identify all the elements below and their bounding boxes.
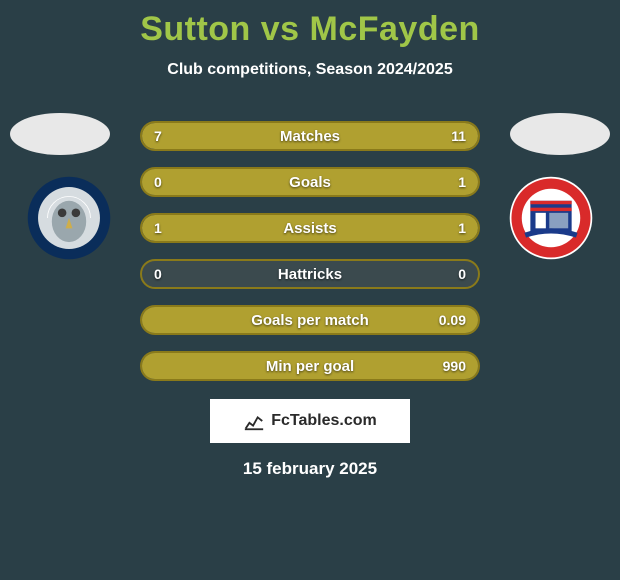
stat-bars: 711Matches 01Goals 11Assists 00Hattricks 0.0…	[140, 121, 480, 397]
stat-label: Goals per match	[142, 307, 478, 333]
comparison-panel: 711Matches 01Goals 11Assists 00Hattricks 0.0…	[0, 103, 620, 393]
stat-label: Min per goal	[142, 353, 478, 379]
stat-row: 01Goals	[140, 167, 480, 197]
date-label: 15 february 2025	[0, 459, 620, 479]
shield-icon	[508, 175, 594, 261]
brand-label: FcTables.com	[271, 412, 377, 430]
chart-icon	[243, 410, 265, 432]
shield-icon	[26, 175, 112, 261]
brand-box[interactable]: FcTables.com	[210, 399, 410, 443]
team-badge-left	[26, 175, 112, 261]
stat-row: 11Assists	[140, 213, 480, 243]
stat-row: 00Hattricks	[140, 259, 480, 289]
stat-label: Matches	[142, 123, 478, 149]
team-badge-right	[508, 175, 594, 261]
stat-row: 990Min per goal	[140, 351, 480, 381]
page-title: Sutton vs McFayden	[0, 0, 620, 49]
stat-label: Assists	[142, 215, 478, 241]
stat-row: 711Matches	[140, 121, 480, 151]
stat-label: Hattricks	[142, 261, 478, 287]
player-photo-right	[510, 113, 610, 155]
subtitle: Club competitions, Season 2024/2025	[0, 61, 620, 79]
stat-label: Goals	[142, 169, 478, 195]
player-photo-left	[10, 113, 110, 155]
stat-row: 0.09Goals per match	[140, 305, 480, 335]
